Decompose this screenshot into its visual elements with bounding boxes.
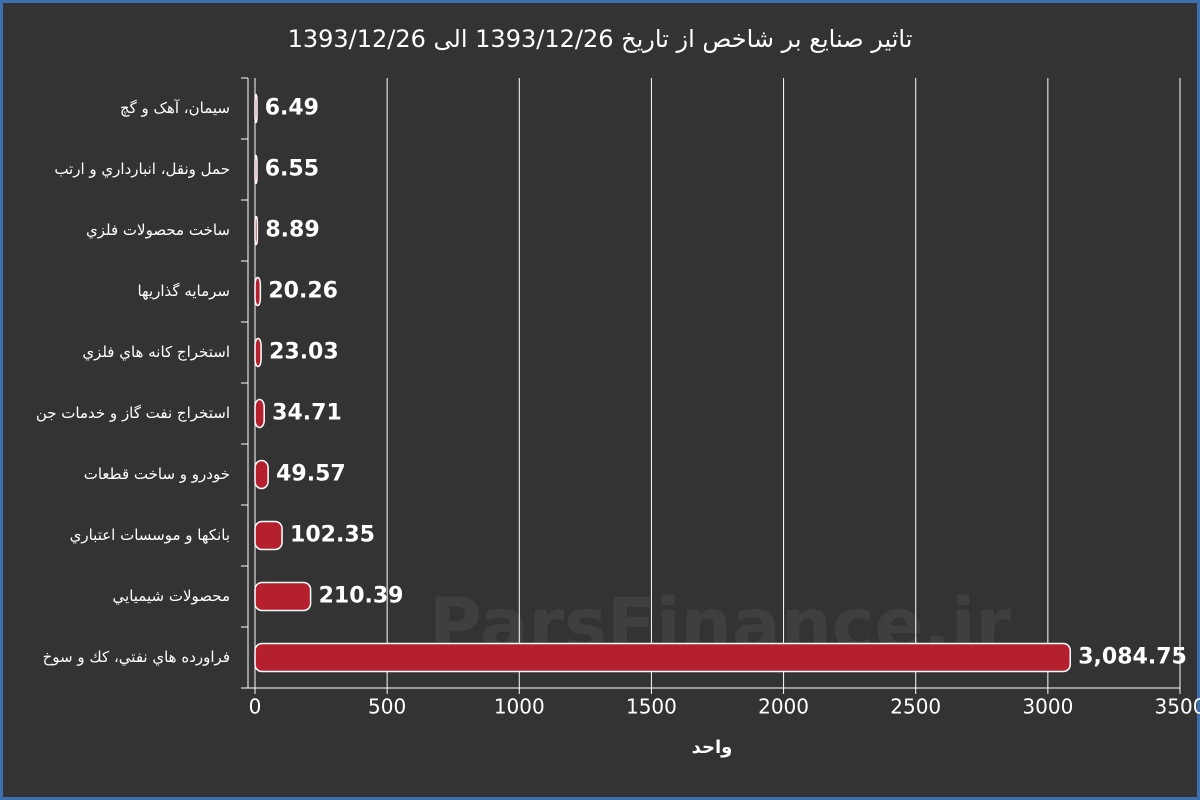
value-label: 102.35 (290, 523, 375, 548)
chart-title: تاثیر صنایع بر شاخص از تاریخ 1393/12/26 … (288, 25, 913, 53)
x-tick-label: 2500 (890, 695, 941, 719)
bar (254, 337, 262, 368)
x-tick-label: 3000 (1022, 695, 1073, 719)
bar (254, 520, 283, 551)
bar (254, 276, 262, 307)
value-label: 23.03 (269, 340, 339, 365)
x-tick-label: 2000 (758, 695, 809, 719)
x-tick-label: 500 (368, 695, 406, 719)
x-tick-label: 1000 (494, 695, 545, 719)
value-label: 6.55 (265, 157, 319, 182)
value-label: 210.39 (319, 584, 404, 609)
bar (254, 459, 269, 490)
bar (254, 581, 312, 612)
x-tick-label: 1500 (626, 695, 677, 719)
y-tick-label: حمل ونقل، انبارداري و ارتب (54, 160, 230, 179)
x-axis-title: واحد (692, 737, 733, 758)
y-tick-label: استخراج نفت گاز و خدمات جن (36, 404, 230, 423)
y-tick-label: فراورده هاي نفتي، كك و سوخ (43, 648, 230, 667)
value-label: 49.57 (276, 462, 346, 487)
y-tick-label: بانكها و موسسات اعتباري (70, 526, 230, 545)
value-label: 6.49 (265, 96, 319, 121)
value-label: 34.71 (272, 401, 342, 426)
x-tick-label: 3500 (1155, 695, 1200, 719)
y-tick-label: محصولات شيميايي (113, 587, 230, 606)
value-label: 8.89 (265, 218, 319, 243)
value-label: 20.26 (268, 279, 338, 304)
value-label: 3,084.75 (1078, 645, 1187, 670)
bar (254, 215, 259, 246)
bar (254, 93, 258, 124)
y-tick-label: ساخت محصولات فلزي (86, 221, 230, 240)
bar (254, 154, 258, 185)
y-tick-label: سرمايه گذاريها (137, 282, 230, 300)
y-tick-label: استخراج كانه هاي فلزي (82, 343, 230, 362)
bar (254, 642, 1072, 673)
x-tick-label: 0 (249, 695, 262, 719)
bar (254, 398, 265, 429)
y-tick-label: سیمان، آهک و گچ (120, 99, 230, 117)
y-tick-label: خودرو و ساخت قطعات (84, 465, 230, 483)
